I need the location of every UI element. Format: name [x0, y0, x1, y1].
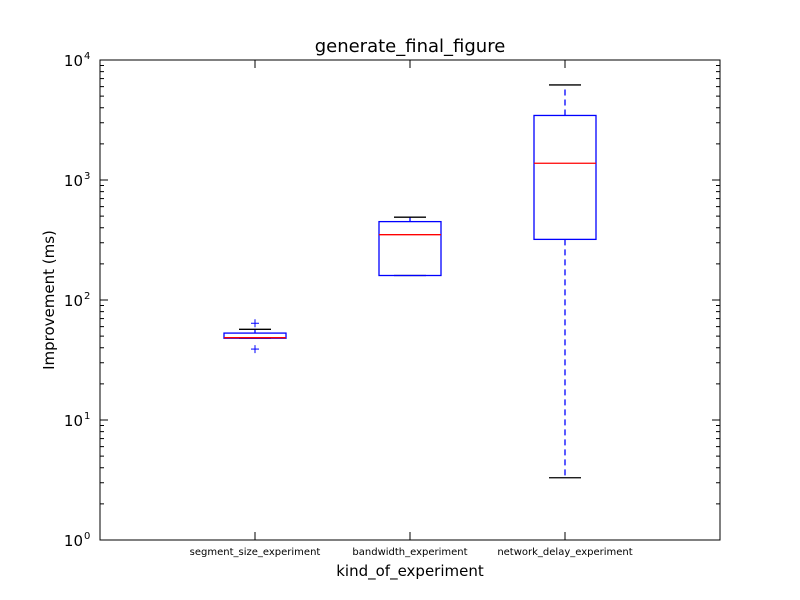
axes-frame	[99, 59, 721, 541]
y-tick-label-exponent: 4	[84, 51, 90, 62]
y-tick-label-exponent: 1	[84, 411, 90, 422]
box-group	[378, 216, 442, 277]
y-tick-label: 10	[64, 412, 83, 430]
x-axis-ticks: segment_size_experiment bandwidth_experim…	[190, 60, 633, 558]
box-group	[223, 319, 287, 354]
y-tick-label: 10	[64, 532, 83, 550]
y-tick-label: 10	[64, 52, 83, 70]
box-iqr	[533, 114, 597, 241]
box-group	[533, 84, 597, 479]
chart-title: generate_final_figure	[315, 36, 506, 57]
y-tick-label: 10	[64, 172, 83, 190]
plot-area	[99, 59, 721, 541]
box-iqr	[378, 220, 442, 277]
flier-point	[251, 319, 259, 328]
x-tick-label: network_delay_experiment	[497, 547, 632, 558]
y-tick-label: 10	[64, 292, 83, 310]
x-tick-label: bandwidth_experiment	[352, 547, 467, 558]
flier-point	[251, 345, 259, 354]
y-tick-label-exponent: 2	[84, 291, 90, 302]
x-tick-label: segment_size_experiment	[190, 547, 321, 558]
y-tick-label-exponent: 0	[84, 531, 90, 542]
y-axis-label: Improvement (ms)	[40, 230, 58, 370]
x-axis-label: kind_of_experiment	[336, 562, 484, 581]
y-tick-label-exponent: 3	[84, 171, 90, 182]
